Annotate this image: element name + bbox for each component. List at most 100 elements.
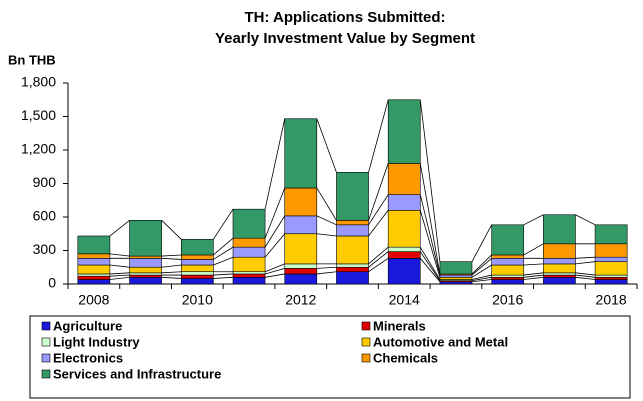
legend-label: Services and Infrastructure — [53, 366, 221, 381]
legend-swatch — [41, 321, 51, 331]
chart-title: Yearly Investment Value by Segment — [215, 30, 475, 47]
series-line — [109, 272, 130, 275]
bar-segment — [387, 99, 421, 164]
series-line — [264, 233, 286, 258]
bar-segment — [232, 276, 266, 285]
bar-segment — [336, 271, 369, 285]
legend-label: Automotive and Metal — [373, 334, 508, 349]
chart-title: TH: Applications Submitted: — [244, 9, 445, 26]
bar-segment — [180, 254, 214, 260]
series-line — [264, 263, 285, 273]
series-line — [471, 279, 492, 283]
bar-segment — [129, 272, 162, 276]
bar-segment — [336, 224, 369, 237]
series-line — [213, 237, 234, 256]
y-tick-label: 1,200 — [21, 141, 56, 157]
series-line — [419, 246, 441, 280]
series-line — [368, 194, 389, 226]
bar-segment — [543, 243, 576, 259]
bar-segment — [180, 274, 214, 279]
series-line — [523, 243, 544, 256]
series-line — [523, 274, 544, 278]
bar-segment — [594, 279, 628, 285]
series-line — [523, 276, 544, 280]
bar-segment — [284, 187, 318, 217]
bar-segment — [387, 210, 421, 248]
bar-segment — [491, 258, 525, 266]
bar-segment — [77, 258, 111, 266]
bar-segment — [543, 272, 576, 276]
series-line — [419, 210, 441, 278]
series-line — [419, 251, 441, 281]
bar-segment — [594, 256, 628, 262]
bar-segment — [439, 274, 473, 278]
series-line — [419, 194, 441, 276]
series-line — [419, 258, 441, 283]
bar-segment — [180, 264, 214, 273]
series-line — [368, 210, 389, 237]
series-line — [316, 187, 337, 221]
bar-segment — [387, 251, 421, 259]
bar-segment — [543, 276, 576, 285]
series-line — [368, 257, 389, 273]
series-line — [471, 258, 492, 276]
y-tick-label: 900 — [33, 174, 57, 190]
series-line — [575, 261, 596, 265]
series-line — [109, 274, 130, 277]
series-line — [265, 273, 285, 278]
legend-swatch — [361, 337, 371, 347]
bar-segment — [129, 220, 162, 257]
bar-segment — [232, 256, 266, 273]
bar-segment — [336, 235, 369, 265]
bar-segment — [491, 264, 525, 276]
series-line — [213, 246, 234, 260]
y-axis-label: Bn THB — [8, 52, 56, 67]
bar-segment — [77, 264, 111, 275]
bar-segment — [543, 263, 576, 274]
series-line — [419, 163, 441, 275]
x-tick-label: 2012 — [285, 292, 316, 308]
bar-segment — [284, 273, 318, 285]
x-tick-label: 2014 — [389, 292, 420, 308]
bar-segment — [491, 254, 525, 259]
bar-segment — [180, 271, 214, 276]
bar-segment — [284, 263, 318, 269]
bar-segment — [129, 276, 162, 285]
legend-label: Electronics — [53, 350, 123, 365]
series-line — [575, 274, 596, 278]
bar-segment — [491, 224, 525, 256]
bar-segment — [491, 274, 525, 278]
series-line — [471, 264, 492, 278]
bar-segment — [439, 281, 473, 285]
legend-label: Light Industry — [53, 334, 140, 349]
bar-segment — [387, 163, 421, 195]
series-line — [575, 214, 596, 226]
bar-segment — [77, 273, 111, 277]
legend-swatch — [41, 353, 51, 363]
legend-swatch — [41, 337, 51, 347]
series-line — [316, 266, 337, 269]
series-line — [161, 257, 182, 260]
series-line — [109, 220, 130, 237]
series-line — [471, 276, 492, 282]
series-line — [575, 276, 596, 280]
y-tick-label: 300 — [33, 241, 57, 257]
legend-label: Minerals — [373, 318, 426, 333]
series-line — [523, 214, 544, 226]
bar-segment — [77, 279, 111, 285]
series-line — [264, 267, 285, 275]
series-line — [109, 264, 130, 268]
y-tick-label: 600 — [33, 208, 57, 224]
bar-segment — [129, 255, 162, 259]
legend-swatch — [361, 353, 371, 363]
legend-label: Chemicals — [373, 350, 438, 365]
series-line — [161, 276, 182, 279]
bar-segment — [594, 224, 628, 245]
y-tick-label: 1,500 — [21, 107, 56, 123]
series-line — [213, 208, 234, 240]
x-tick-label: 2008 — [78, 292, 109, 308]
series-line — [419, 99, 441, 262]
series-line — [213, 273, 234, 276]
series-line — [161, 264, 182, 268]
bar-segment — [284, 233, 318, 265]
